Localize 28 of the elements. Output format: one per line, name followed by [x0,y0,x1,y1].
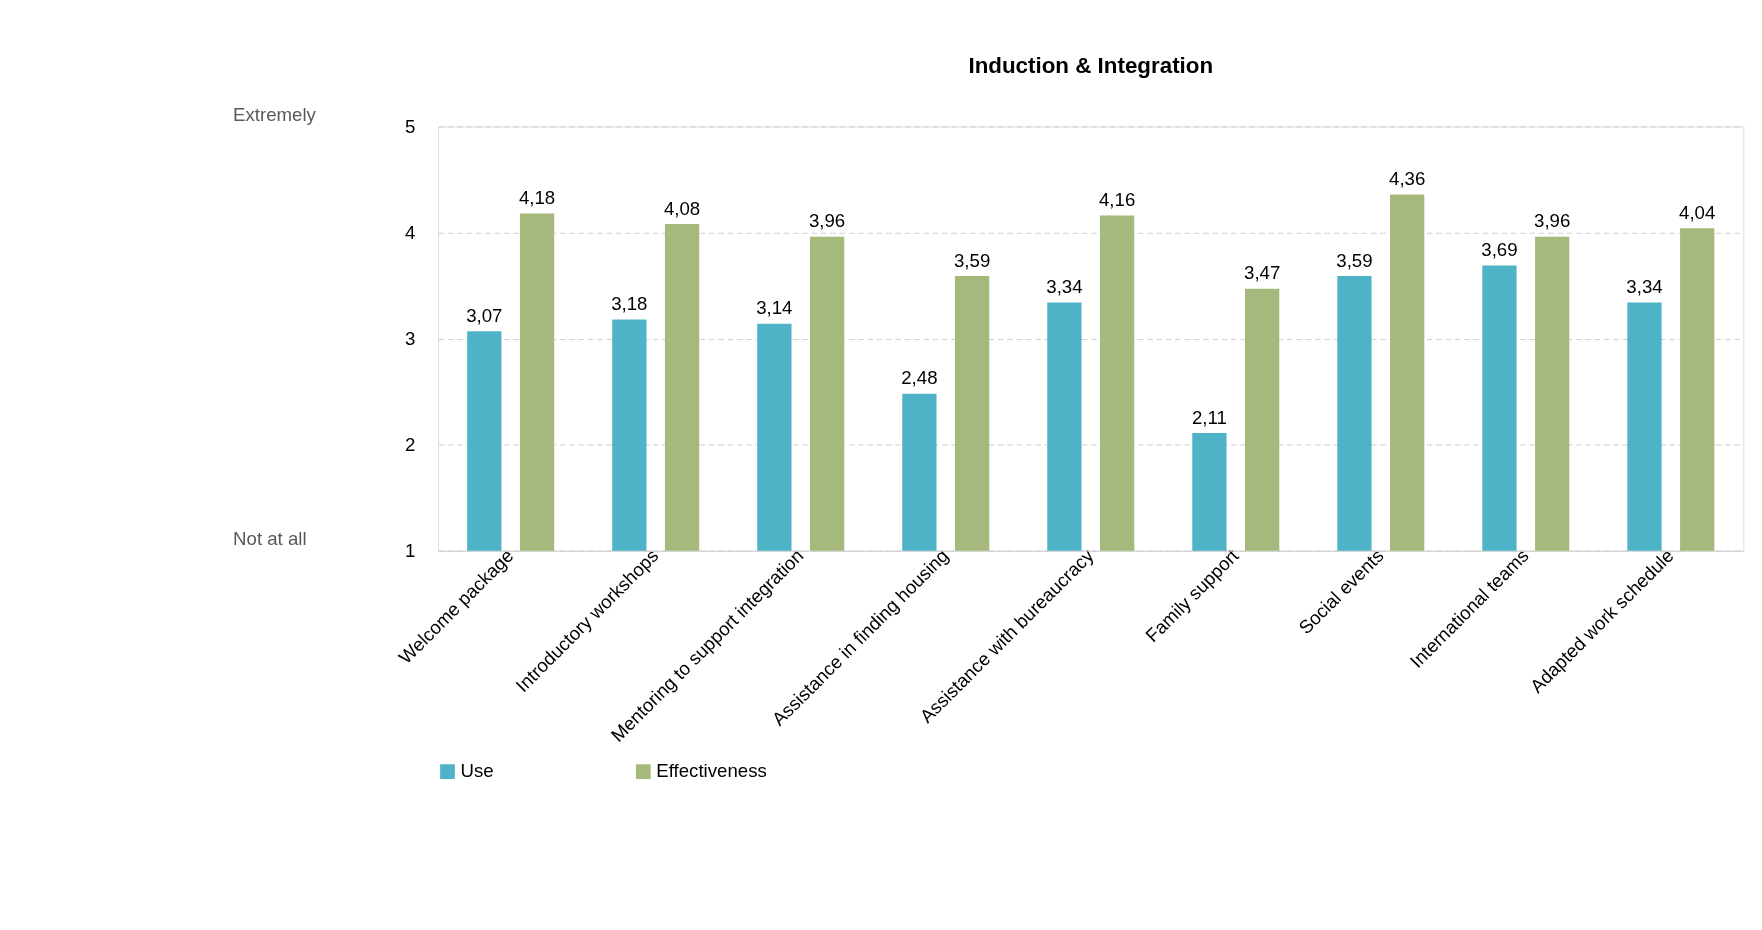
data-label: 4,36 [1389,168,1426,190]
y-tick-label: 5 [404,115,416,137]
data-label: 2,11 [1191,406,1227,428]
data-label: 2,48 [901,367,938,389]
data-label: 3,14 [756,297,793,319]
data-label: 3,07 [466,304,503,326]
data-label: 3,96 [1534,210,1571,232]
text: Not at all [233,528,307,550]
data-label: 3,34 [1626,276,1663,298]
data-label: 4,18 [518,187,556,209]
data-label: 3,69 [1481,239,1518,261]
data-label: 3,47 [1244,262,1281,284]
y-tick-label: 3 [404,327,416,349]
legend-label: Effectiveness [656,760,767,782]
data-label: 3,18 [611,293,648,315]
y-tick-label: 4 [404,221,416,243]
data-label: 4,04 [1679,202,1716,223]
data-label: 4,16 [1099,189,1136,211]
data-label: 3,96 [808,210,846,232]
data-label: 3,59 [953,249,991,271]
legend-label: Use [460,760,494,782]
data-label: 3,34 [1046,276,1083,298]
y-tick-label: 2 [404,433,416,455]
chart-title: Induction & Integration [968,53,1214,79]
y-tick-label: 1 [404,539,416,561]
data-label: 4,08 [663,197,701,219]
data-label: 3,59 [1336,249,1373,271]
text: Extremely [233,103,317,125]
